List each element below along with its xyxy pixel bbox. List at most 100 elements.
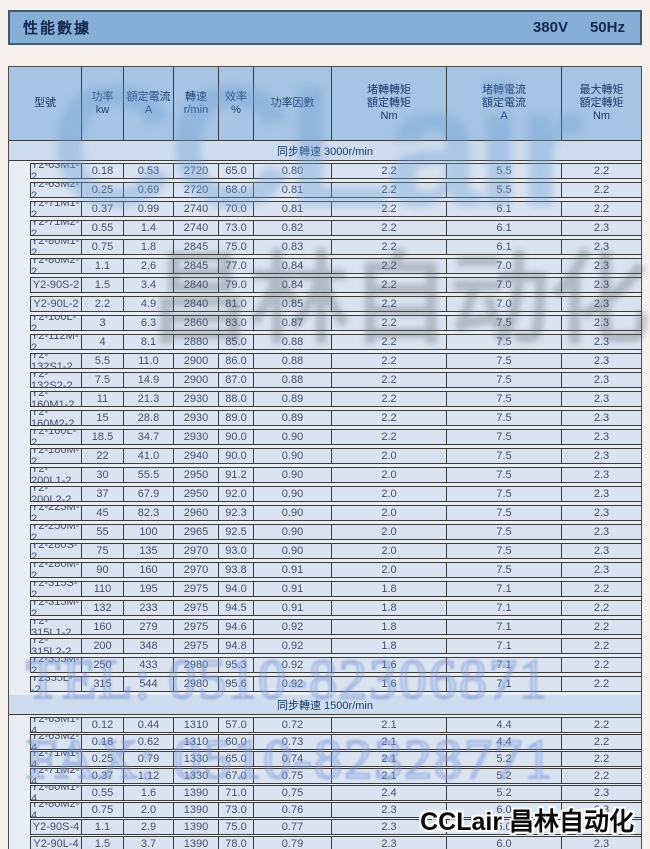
model-cell: Y2-160M2-2	[31, 411, 82, 425]
value-cell: 2.3	[593, 317, 610, 329]
value-cell: 79.0	[219, 278, 254, 292]
value-cell: 160	[124, 563, 174, 577]
value-cell: 0.84	[254, 259, 332, 273]
value-cell: 110	[82, 582, 124, 596]
column-header-locked-torque: 堵轉轉矩 額定轉矩 Nm	[332, 67, 447, 140]
value-cell: 279	[124, 620, 174, 634]
value-cell: 0.53	[124, 164, 174, 178]
value-cell: 2.2	[332, 259, 447, 273]
value-cell: 5.2	[447, 752, 562, 766]
value-cell: 0.80	[254, 164, 332, 178]
value-cell: 93.0	[219, 544, 254, 558]
value-cell: 2.3	[593, 355, 610, 367]
value-cell: 45	[82, 506, 124, 520]
table-row: Y2-71M2-2 0.55 1.4 2740 73.0 0.82 2.2 6.1 2.3	[30, 220, 641, 236]
value-cell: 1.8	[332, 582, 447, 596]
value-cell: 0.76	[254, 803, 332, 817]
value-cell: 0.88	[254, 335, 332, 349]
value-cell: 7.0	[447, 278, 562, 292]
value-cell: 2.2	[332, 297, 447, 311]
section-header: 同步轉速 1500r/min	[9, 695, 641, 715]
value-cell: 0.81	[254, 202, 332, 216]
value-cell: 2950	[174, 487, 219, 501]
value-cell: 0.92	[254, 639, 332, 653]
table-header: 型號 功率 kw 額定電流 A 轉速 r/min 效率 % 功率因數 堵轉轉矩 …	[9, 67, 641, 141]
value-cell: 2.2	[593, 719, 610, 731]
model-cell: Y2-90L-4	[31, 837, 82, 849]
value-cell: 7.5	[447, 335, 562, 349]
model-cell: Y2-250M-2	[31, 525, 82, 539]
value-cell: 195	[124, 582, 174, 596]
value-cell: 1.4	[124, 221, 174, 235]
model-cell: Y2-63M1-4	[31, 718, 82, 732]
value-cell: 6.0	[447, 820, 562, 834]
value-cell: 7.5	[447, 506, 562, 520]
value-cell: 4.4	[447, 718, 562, 732]
value-cell: 0.87	[254, 316, 332, 330]
value-cell: 0.88	[254, 373, 332, 387]
model-cell: Y2-80M1-2	[31, 240, 82, 254]
value-cell: 2.3	[593, 298, 610, 310]
value-cell: 0.75	[254, 769, 332, 783]
value-cell: 2.2	[332, 316, 447, 330]
value-cell: 60.0	[219, 735, 254, 749]
value-cell: 8.1	[124, 335, 174, 349]
table-row: Y2-160M1-2 11 21.3 2930 88.0 0.89 2.2 7.5 2.3	[30, 391, 641, 407]
value-cell: 11.0	[124, 354, 174, 368]
model-cell: Y2-160L-2	[31, 430, 82, 444]
table-row: Y2-132S1-2 5.5 11.0 2900 86.0 0.88 2.2 7.5 2.3	[30, 353, 641, 369]
value-cell: 2845	[174, 240, 219, 254]
value-cell: 0.90	[254, 449, 332, 463]
value-cell: 6.3	[124, 316, 174, 330]
value-cell: 433	[124, 658, 174, 672]
value-cell: 2.3	[593, 804, 610, 816]
value-cell: 67.0	[219, 769, 254, 783]
table-row: Y2-315M-2 132 233 2975 94.5 0.91 1.8 7.1 2.2	[30, 600, 641, 616]
value-cell: 2.0	[124, 803, 174, 817]
value-cell: 2.2	[332, 240, 447, 254]
table-row: Y2-90L-2 2.2 4.9 2840 81.0 0.85 2.2 7.0 2.3	[30, 296, 641, 312]
value-cell: 57.0	[219, 718, 254, 732]
value-cell: 2.0	[332, 544, 447, 558]
value-cell: 7.1	[447, 677, 562, 691]
value-cell: 2.2	[332, 164, 447, 178]
value-cell: 94.5	[219, 601, 254, 615]
value-cell: 75.0	[219, 820, 254, 834]
model-cell: Y2-180M-2	[31, 449, 82, 463]
value-cell: 0.12	[82, 718, 124, 732]
value-cell: 2.2	[593, 736, 610, 748]
value-cell: 0.90	[254, 506, 332, 520]
table-row: Y2-315S-2 110 195 2975 94.0 0.91 1.8 7.1 2.2	[30, 581, 641, 597]
value-cell: 95.3	[219, 658, 254, 672]
value-cell: 2.3	[593, 374, 610, 386]
value-cell: 37	[82, 487, 124, 501]
model-cell: Y2-200L1-2	[31, 468, 82, 482]
value-cell: 2.3	[593, 488, 610, 500]
value-cell: 7.5	[447, 411, 562, 425]
value-cell: 28.8	[124, 411, 174, 425]
model-cell: Y2-132S2-2	[31, 373, 82, 387]
table-body: 同步轉速 3000r/min Y2-63M1-2 0.18 0.53 2720 65.0 0…	[9, 141, 641, 849]
column-header-power: 功率 kw	[82, 67, 124, 140]
table-row: Y2-180M-2 22 41.0 2940 90.0 0.90 2.0 7.5 2.3	[30, 448, 641, 464]
value-cell: 7.1	[447, 601, 562, 615]
value-cell: 2.2	[593, 165, 610, 177]
value-cell: 41.0	[124, 449, 174, 463]
value-cell: 1.12	[124, 769, 174, 783]
value-cell: 11	[82, 392, 124, 406]
performance-table: 型號 功率 kw 額定電流 A 轉速 r/min 效率 % 功率因數 堵轉轉矩 …	[8, 66, 642, 849]
value-cell: 2975	[174, 620, 219, 634]
value-cell: 6.0	[447, 803, 562, 817]
value-cell: 0.55	[82, 221, 124, 235]
table-row: Y2-63M2-2 0.25 0.69 2720 68.0 0.81 2.2 5.5 2.2	[30, 182, 641, 198]
value-cell: 7.1	[447, 620, 562, 634]
value-cell: 2.2	[593, 640, 610, 652]
value-cell: 0.81	[254, 183, 332, 197]
value-cell: 348	[124, 639, 174, 653]
value-cell: 2900	[174, 373, 219, 387]
rating-labels: 380V 50Hz	[533, 19, 640, 36]
table-row: Y2-80M1-2 0.75 1.8 2845 75.0 0.83 2.2 6.1 2.3	[30, 239, 641, 255]
table-row: Y2-315L2-2 200 348 2975 94.8 0.92 1.8 7.1 2.2	[30, 638, 641, 654]
value-cell: 2.6	[124, 259, 174, 273]
value-cell: 2.2	[593, 602, 610, 614]
